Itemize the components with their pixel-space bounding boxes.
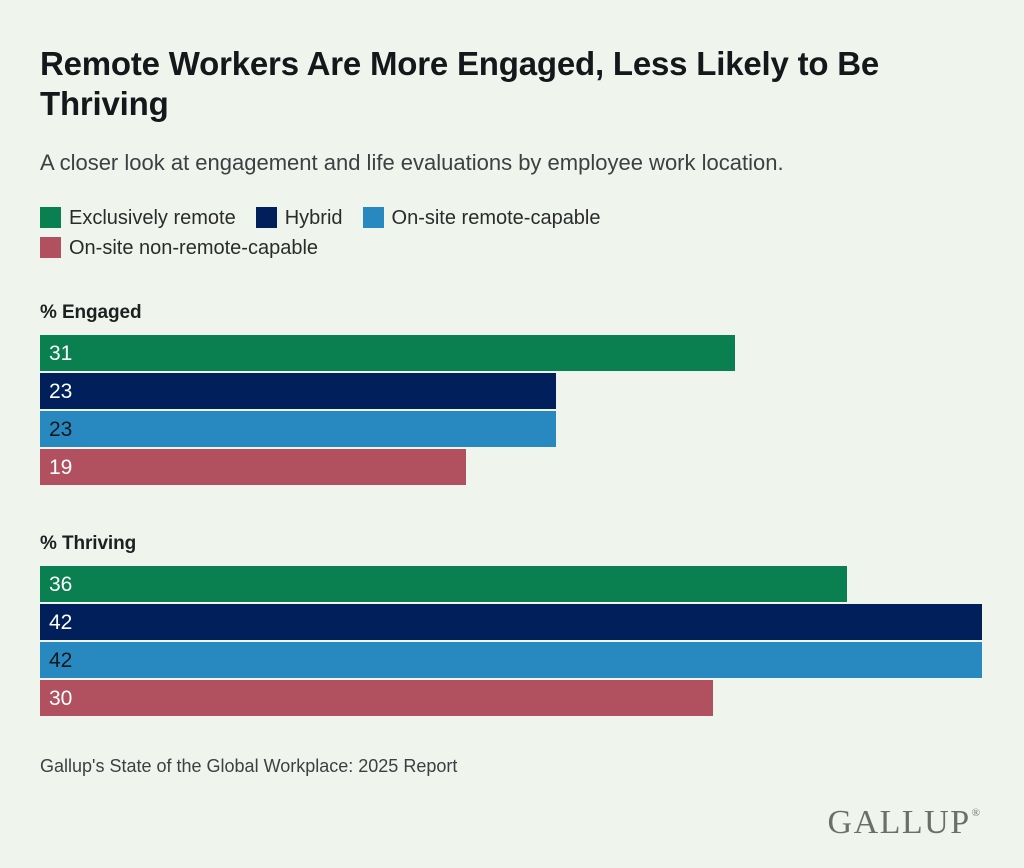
bar[interactable]: 42 bbox=[40, 642, 982, 679]
bar[interactable]: 36 bbox=[40, 566, 848, 603]
gallup-logo: GALLUP ® bbox=[828, 806, 980, 840]
bar-row: 19 bbox=[40, 449, 984, 486]
bar-group: 31 23 23 19 bbox=[40, 335, 984, 486]
bar[interactable]: 42 bbox=[40, 604, 982, 641]
legend-item-label: Exclusively remote bbox=[69, 206, 236, 229]
bar-row: 31 bbox=[40, 335, 984, 372]
legend-item[interactable]: On-site non-remote-capable bbox=[40, 236, 319, 259]
bar[interactable]: 30 bbox=[40, 680, 713, 717]
bar-value-label: 36 bbox=[49, 572, 73, 596]
bar-value-label: 23 bbox=[49, 379, 73, 403]
chart-legend: Exclusively remote Hybrid On-site remote-c… bbox=[40, 206, 740, 259]
legend-item[interactable]: On-site remote-capable bbox=[362, 206, 601, 229]
legend-item-label: On-site non-remote-capable bbox=[69, 236, 319, 259]
panel-title: % Engaged bbox=[40, 302, 142, 324]
chart-panel: % Thriving 36 42 42 30 bbox=[40, 533, 984, 717]
bar-value-label: 19 bbox=[49, 455, 73, 479]
legend-color-swatch bbox=[40, 237, 61, 259]
bar-value-label: 31 bbox=[49, 341, 73, 365]
legend-color-swatch bbox=[362, 207, 384, 229]
bar-row: 36 bbox=[40, 566, 984, 603]
legend-item-label: On-site remote-capable bbox=[391, 206, 601, 229]
bar-row: 23 bbox=[40, 373, 984, 410]
brand-wordmark: GALLUP bbox=[827, 804, 971, 841]
bar[interactable]: 19 bbox=[40, 449, 466, 486]
chart-panels: % Engaged 31 23 23 19 % Thriving 36 42 42 30 bbox=[40, 302, 984, 717]
bar-row: 23 bbox=[40, 411, 984, 448]
bar[interactable]: 23 bbox=[40, 373, 556, 410]
bar-value-label: 42 bbox=[49, 648, 73, 672]
legend-item[interactable]: Hybrid bbox=[255, 206, 343, 229]
panel-title: % Thriving bbox=[40, 533, 137, 555]
source-note: Gallup's State of the Global Workplace: … bbox=[40, 756, 458, 777]
bar-row: 42 bbox=[40, 604, 984, 641]
bar-value-label: 23 bbox=[49, 417, 73, 441]
bar-value-label: 42 bbox=[49, 610, 73, 634]
legend-color-swatch bbox=[255, 207, 277, 229]
bar-group: 36 42 42 30 bbox=[40, 566, 984, 717]
bar-value-label: 30 bbox=[49, 686, 73, 710]
chart-panel: % Engaged 31 23 23 19 bbox=[40, 302, 984, 486]
legend-color-swatch bbox=[40, 207, 61, 229]
bar[interactable]: 31 bbox=[40, 335, 736, 372]
legend-item[interactable]: Exclusively remote bbox=[40, 206, 236, 229]
legend-item-label: Hybrid bbox=[284, 206, 343, 229]
bar-row: 30 bbox=[40, 680, 984, 717]
registered-trademark-icon: ® bbox=[971, 807, 980, 819]
page-title: Remote Workers Are More Engaged, Less Li… bbox=[40, 45, 880, 123]
bar[interactable]: 23 bbox=[40, 411, 556, 448]
chart-header: Remote Workers Are More Engaged, Less Li… bbox=[40, 0, 984, 177]
chart-subtitle: A closer look at engagement and life eva… bbox=[40, 149, 784, 175]
bar-row: 42 bbox=[40, 642, 984, 679]
